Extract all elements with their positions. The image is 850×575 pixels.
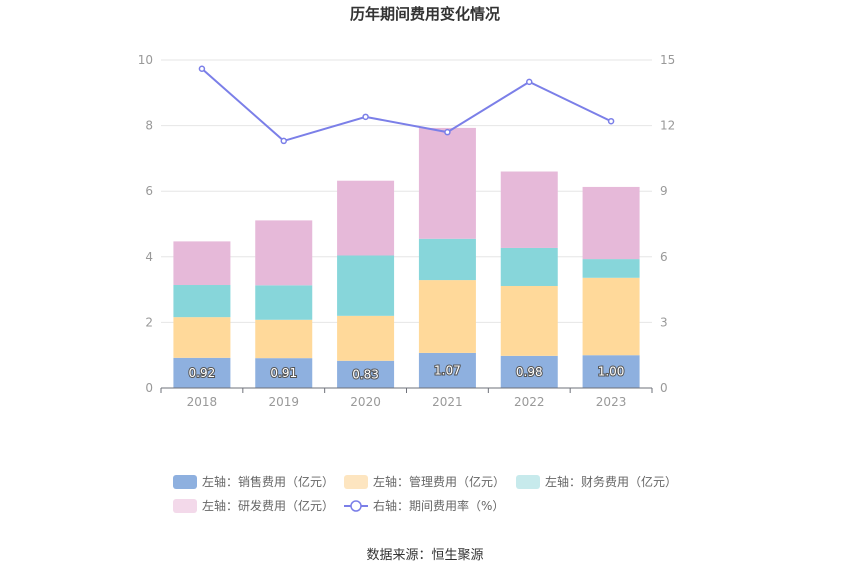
bar-segment — [337, 180, 395, 256]
right-tick-label: 6 — [660, 250, 668, 264]
legend-label: 右轴：期间费用率（%） — [373, 498, 504, 513]
bar-value-label: 1.00 — [598, 365, 625, 379]
bar-segment — [173, 317, 231, 358]
legend-label: 左轴：销售费用（亿元） — [202, 474, 334, 489]
legend-label: 左轴：财务费用（亿元） — [545, 474, 677, 489]
bar-segment — [173, 357, 231, 388]
bar-value-label: 0.83 — [352, 367, 379, 381]
bar-value-label: 0.91 — [270, 366, 297, 380]
right-tick-label: 15 — [660, 53, 675, 67]
line-point — [362, 113, 369, 121]
bar-segment — [418, 352, 476, 388]
bar-series — [173, 127, 640, 388]
grid-lines — [161, 59, 652, 323]
legend-swatch — [173, 499, 197, 513]
right-tick-label: 0 — [660, 381, 668, 395]
bar-segment — [500, 355, 558, 388]
bar-value-label: 0.98 — [516, 365, 543, 379]
x-tick-label: 2019 — [268, 395, 299, 409]
left-tick-label: 6 — [145, 184, 153, 198]
x-axis-ticks: 2018 2019 2020 2021 2022 2023 — [160, 388, 653, 409]
bar-segment — [173, 285, 231, 318]
data-source: 数据来源：恒生聚源 — [366, 548, 483, 563]
legend-item: 左轴：销售费用（亿元） — [173, 474, 334, 489]
left-axis-ticks: 0 2 4 6 8 10 — [138, 53, 153, 395]
line-series — [198, 65, 615, 145]
bar-segment — [582, 259, 640, 278]
line-point — [526, 78, 533, 86]
legend: 左轴：销售费用（亿元） 左轴：管理费用（亿元） 左轴：财务费用（亿元） 左轴：研发费用… — [173, 474, 677, 513]
bar-value-label: 1.07 — [434, 363, 461, 377]
legend-item: 左轴：管理费用（亿元） — [344, 474, 505, 489]
x-tick-label: 2021 — [432, 395, 463, 409]
bar-segment — [255, 220, 313, 286]
x-tick-label: 2018 — [187, 395, 218, 409]
line-path — [201, 67, 612, 143]
x-tick-label: 2020 — [350, 395, 381, 409]
bar-segment — [582, 355, 640, 388]
legend-item: 左轴：研发费用（亿元） — [173, 498, 334, 513]
bar-data-labels: 0.92 0.91 0.83 1.07 0.98 1.00 — [188, 362, 626, 382]
chart-title: 历年期间费用变化情况 — [350, 5, 500, 23]
legend-label: 左轴：研发费用（亿元） — [202, 498, 334, 513]
left-tick-label: 4 — [145, 250, 153, 264]
left-tick-label: 2 — [145, 315, 153, 329]
legend-swatch — [173, 475, 197, 489]
bar-segment — [582, 186, 640, 260]
legend-label: 左轴：管理费用（亿元） — [373, 474, 505, 489]
right-tick-label: 12 — [660, 119, 675, 133]
bar-segment — [255, 358, 313, 388]
right-axis-ticks: 0 3 6 9 12 15 — [660, 53, 675, 395]
legend-marker — [350, 500, 362, 512]
bar-segment — [500, 285, 558, 356]
legend-item: 右轴：期间费用率（%） — [344, 498, 504, 513]
left-tick-label: 10 — [138, 53, 153, 67]
bar-segment — [500, 247, 558, 286]
x-tick-label: 2023 — [596, 395, 627, 409]
bar-segment — [337, 315, 395, 361]
legend-item: 左轴：财务费用（亿元） — [516, 474, 677, 489]
left-tick-label: 0 — [145, 381, 153, 395]
right-tick-label: 9 — [660, 184, 668, 198]
right-tick-label: 3 — [660, 315, 668, 329]
bar-segment — [255, 319, 313, 359]
legend-swatch — [344, 475, 368, 489]
bar-segment — [337, 255, 395, 316]
bar-segment — [255, 285, 313, 320]
line-point — [607, 117, 615, 125]
line-point — [444, 128, 451, 136]
bar-segment — [418, 127, 476, 239]
line-point — [280, 137, 287, 145]
bar-segment — [500, 171, 558, 248]
legend-swatch — [516, 475, 540, 489]
bar-segment — [337, 360, 395, 388]
x-tick-label: 2022 — [514, 395, 545, 409]
line-point — [198, 65, 206, 72]
bar-value-label: 0.92 — [189, 366, 216, 380]
bar-segment — [418, 280, 476, 353]
bar-segment — [173, 241, 231, 286]
bar-segment — [582, 277, 640, 356]
left-tick-label: 8 — [145, 119, 153, 133]
bar-segment — [418, 238, 476, 281]
